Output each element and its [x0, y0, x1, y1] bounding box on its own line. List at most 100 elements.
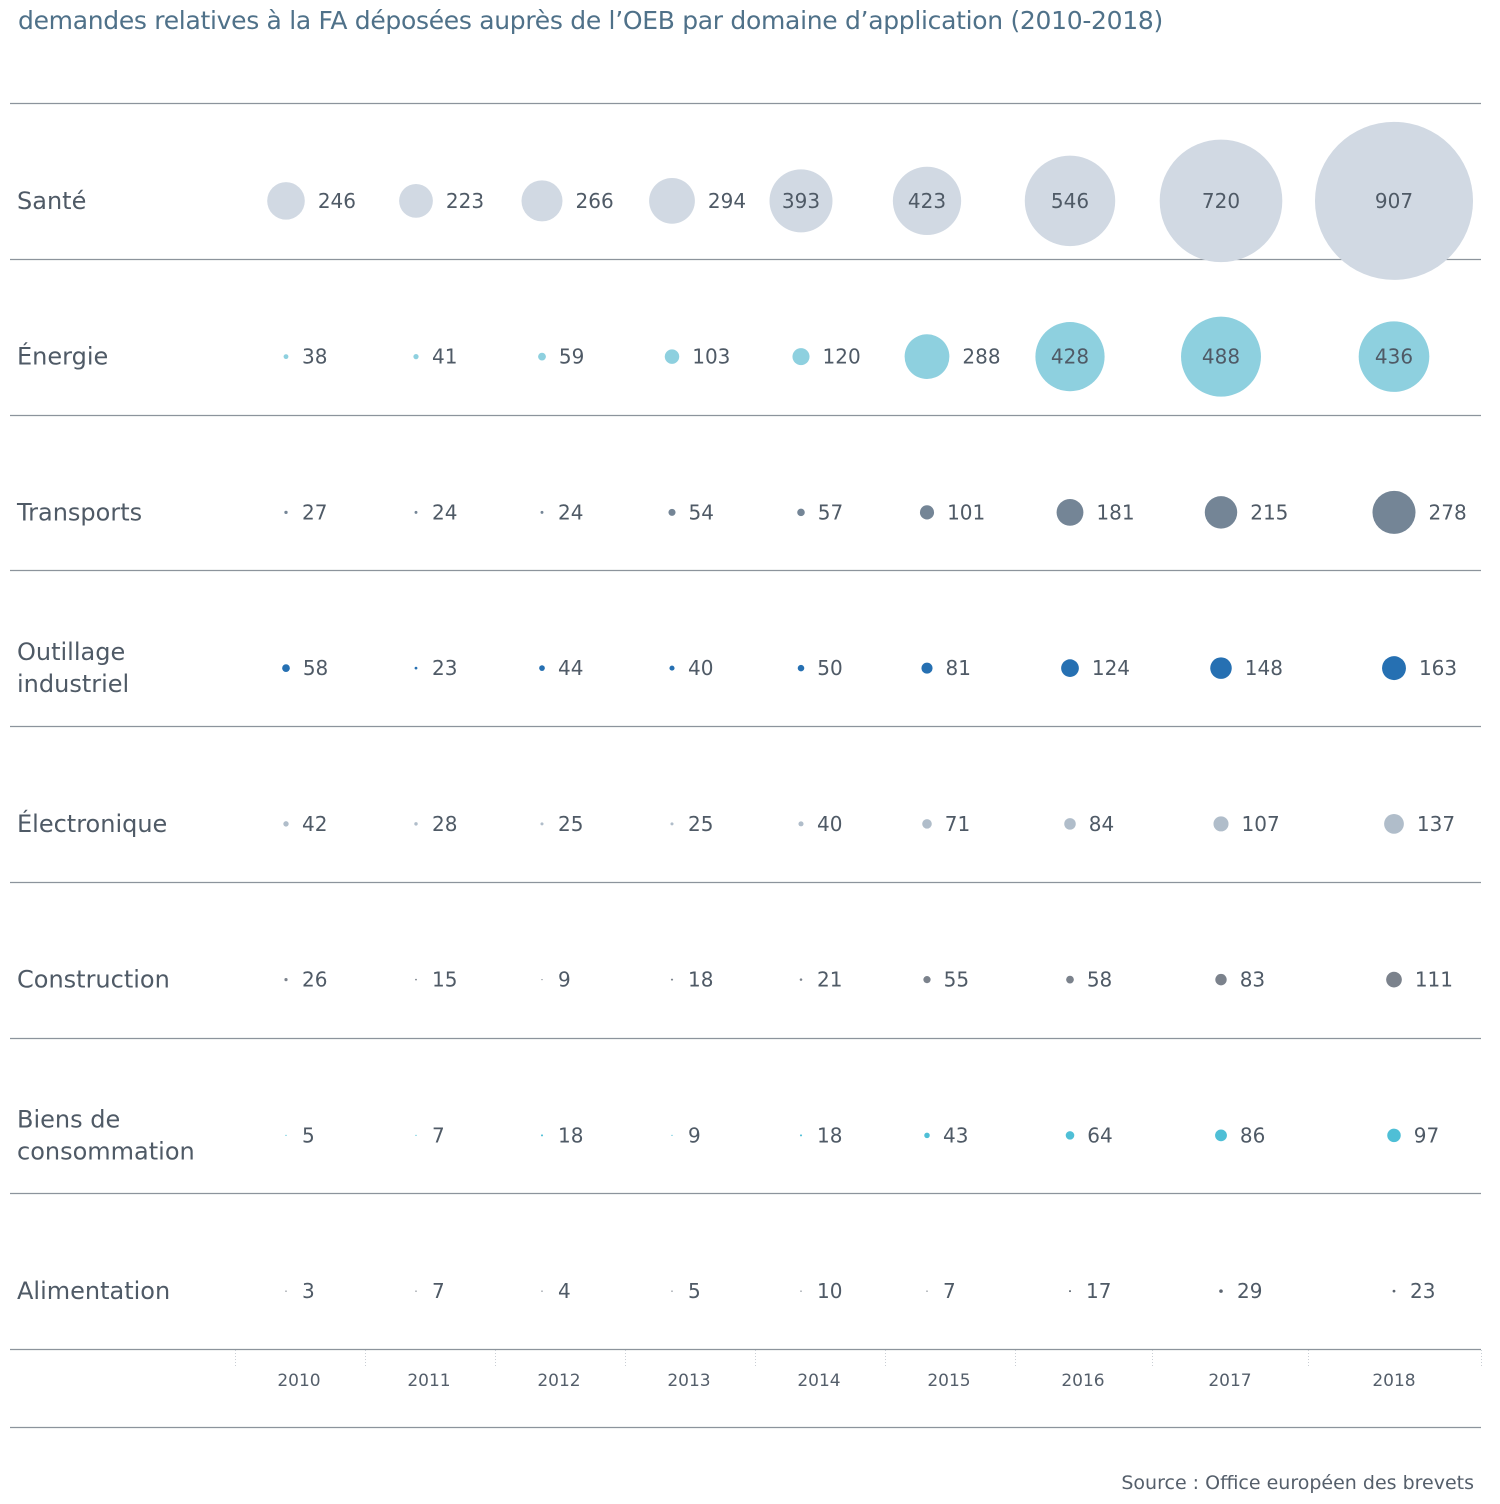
value-label: 23 — [1410, 1279, 1435, 1303]
bubble — [799, 978, 803, 981]
value-label: 50 — [817, 656, 842, 680]
value-label: 546 — [1051, 189, 1089, 213]
bubble — [664, 349, 680, 364]
value-label: 57 — [818, 500, 843, 524]
value-label: 137 — [1417, 812, 1455, 836]
value-label: 28 — [432, 812, 457, 836]
bubble — [285, 1290, 287, 1292]
value-label: 9 — [558, 968, 571, 992]
x-tick-label: 2010 — [277, 1371, 320, 1391]
value-label: 21 — [817, 968, 842, 992]
value-label: 40 — [688, 656, 713, 680]
value-label: 81 — [946, 656, 971, 680]
value-label: 97 — [1414, 1123, 1439, 1147]
value-label: 83 — [1240, 968, 1265, 992]
value-label: 907 — [1375, 189, 1413, 213]
bubble — [669, 665, 675, 671]
value-label: 7 — [432, 1123, 445, 1147]
bubble — [1392, 1289, 1396, 1293]
value-label: 223 — [446, 189, 484, 213]
bubble — [1069, 1290, 1071, 1293]
value-label: 294 — [708, 189, 746, 213]
bubble — [267, 182, 305, 220]
bubble — [1065, 1131, 1075, 1140]
bubble — [769, 169, 833, 233]
x-tick-label: 2017 — [1208, 1371, 1251, 1391]
value-label: 7 — [432, 1279, 445, 1303]
bubble — [797, 508, 805, 517]
row-label: Construction — [17, 966, 170, 994]
value-label: 54 — [689, 500, 714, 524]
bubble — [415, 1290, 417, 1292]
bubble — [1387, 1128, 1401, 1143]
bubble — [285, 1134, 287, 1136]
x-tick-label: 2015 — [927, 1371, 970, 1391]
bubble — [284, 978, 288, 982]
value-label: 38 — [302, 345, 327, 369]
value-label: 26 — [302, 968, 327, 992]
value-label: 59 — [559, 345, 584, 369]
row-label: industriel — [17, 670, 129, 698]
bubble — [283, 354, 289, 360]
bubble — [1215, 1129, 1227, 1142]
bubble — [798, 821, 804, 827]
bubble — [541, 1290, 543, 1292]
value-label: 58 — [303, 656, 328, 680]
value-label: 428 — [1051, 345, 1089, 369]
value-label: 24 — [558, 500, 583, 524]
bubble — [668, 508, 676, 516]
value-label: 4 — [558, 1279, 571, 1303]
bubble — [540, 510, 544, 514]
bubble — [923, 976, 931, 984]
bubble — [414, 822, 418, 826]
bubble — [540, 822, 544, 826]
bubble — [1066, 975, 1074, 984]
value-label: 44 — [558, 656, 583, 680]
value-label: 5 — [688, 1279, 701, 1303]
bubble — [1314, 121, 1474, 280]
bubble — [1035, 322, 1105, 392]
bubble — [924, 1132, 930, 1139]
bubble — [1159, 139, 1283, 263]
value-label: 278 — [1429, 500, 1467, 524]
bubble — [415, 978, 417, 981]
value-label: 436 — [1375, 345, 1413, 369]
value-label: 86 — [1240, 1123, 1265, 1147]
value-label: 5 — [302, 1123, 315, 1147]
value-label: 23 — [432, 656, 457, 680]
value-label: 720 — [1202, 189, 1240, 213]
bubble — [1056, 498, 1084, 526]
bubble — [1061, 659, 1079, 677]
bubble — [1024, 155, 1116, 247]
value-label: 58 — [1087, 968, 1112, 992]
value-label: 25 — [688, 812, 713, 836]
bubble — [670, 978, 674, 981]
bubble — [540, 1134, 544, 1137]
bubble — [539, 665, 545, 671]
bubble — [800, 1290, 802, 1292]
bubble — [797, 664, 805, 672]
value-label: 215 — [1250, 500, 1288, 524]
bubble — [1210, 657, 1232, 679]
row-label: Outillage — [17, 638, 125, 666]
value-label: 181 — [1096, 500, 1134, 524]
value-label: 107 — [1242, 812, 1280, 836]
value-label: 266 — [576, 189, 614, 213]
bubble — [1213, 816, 1229, 832]
value-label: 103 — [692, 345, 730, 369]
bubble — [1384, 813, 1404, 834]
x-tick-label: 2014 — [797, 1371, 840, 1391]
bubble — [792, 348, 810, 366]
x-tick-label: 2012 — [537, 1371, 580, 1391]
row-label: Alimentation — [17, 1277, 170, 1305]
bubble — [415, 1134, 417, 1136]
value-label: 246 — [318, 189, 356, 213]
value-label: 101 — [947, 500, 985, 524]
bubble — [1372, 490, 1416, 534]
bubble — [283, 821, 289, 827]
row-label: Transports — [16, 498, 142, 526]
value-label: 42 — [302, 812, 327, 836]
value-label: 43 — [943, 1123, 968, 1147]
bubble — [541, 979, 543, 981]
value-label: 17 — [1086, 1279, 1111, 1303]
